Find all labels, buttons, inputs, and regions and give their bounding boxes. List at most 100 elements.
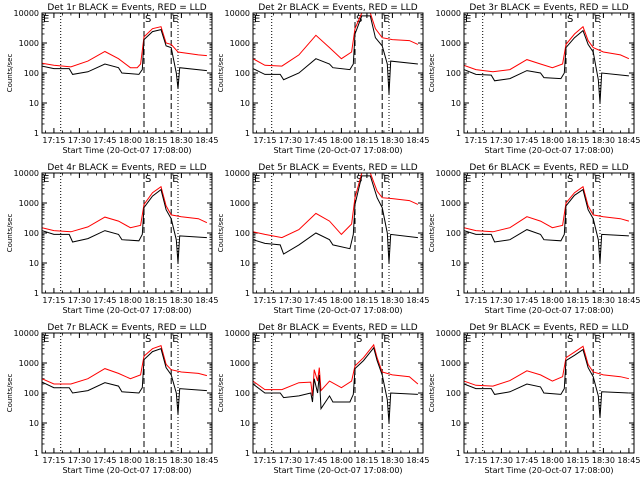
x-tick-label: 17:30	[68, 136, 91, 145]
series-line-red	[42, 185, 208, 233]
event-marker-label: E	[594, 334, 600, 345]
y-tick-label: 1000	[19, 39, 39, 48]
x-tick-label: 18:45	[617, 296, 640, 305]
x-tick-label: 17:15	[253, 456, 276, 465]
event-marker-label: E	[254, 334, 260, 345]
y-tick-label: 10000	[14, 9, 39, 18]
y-tick-label: 1	[245, 129, 250, 138]
x-tick-label: 17:45	[93, 296, 116, 305]
x-tick-label: 18:15	[144, 456, 167, 465]
detector-panel-9: Det 9r BLACK = Events, RED = LLD Counts/s…	[428, 323, 640, 475]
x-axis-label: Start Time (20-Oct-07 17:08:00)	[484, 466, 613, 475]
series-line-red	[464, 185, 630, 233]
detector-panel-7: Det 7r BLACK = Events, RED = LLD Counts/s…	[6, 323, 218, 475]
series-line-red	[253, 343, 419, 396]
x-tick-label: 17:15	[253, 296, 276, 305]
series-line-black	[42, 29, 207, 89]
detector-panel-5: Det 5r BLACK = Events, RED = LLD Counts/s…	[217, 163, 429, 315]
detector-panel-4: Det 4r BLACK = Events, RED = LLD Counts/s…	[6, 163, 218, 315]
x-tick-label: 18:30	[170, 136, 193, 145]
y-tick-label: 10	[451, 99, 461, 108]
event-marker-label: S	[356, 174, 362, 185]
x-tick-label: 17:30	[279, 296, 302, 305]
x-axis-label: Start Time (20-Oct-07 17:08:00)	[484, 146, 613, 155]
x-tick-label: 18:30	[592, 136, 615, 145]
x-tick-label: 17:30	[68, 296, 91, 305]
y-tick-label: 1	[245, 449, 250, 458]
x-tick-label: 18:15	[355, 456, 378, 465]
y-tick-label: 10000	[436, 169, 461, 178]
y-tick-label: 1000	[19, 359, 39, 368]
x-tick-label: 17:30	[68, 456, 91, 465]
x-axis-label: Start Time (20-Oct-07 17:08:00)	[62, 146, 191, 155]
series-line-black	[253, 346, 418, 424]
y-axis-label: Counts/sec	[6, 54, 14, 93]
y-tick-label: 100	[446, 229, 461, 238]
event-marker-label: E	[172, 334, 178, 345]
x-axis-label: Start Time (20-Oct-07 17:08:00)	[273, 466, 402, 475]
detector-panel-6: Det 6r BLACK = Events, RED = LLD Counts/s…	[428, 163, 640, 315]
y-tick-label: 1000	[19, 199, 39, 208]
y-tick-label: 10000	[225, 9, 250, 18]
event-marker-label: E	[172, 14, 178, 25]
x-tick-label: 18:15	[144, 296, 167, 305]
panel-title: Det 5r BLACK = Events, RED = LLD	[258, 163, 417, 173]
x-tick-label: 17:30	[279, 456, 302, 465]
y-tick-label: 1000	[441, 39, 461, 48]
y-tick-label: 10	[240, 99, 250, 108]
y-axis-label: Counts/sec	[217, 374, 225, 413]
x-tick-label: 18:30	[381, 296, 404, 305]
x-tick-label: 18:00	[330, 296, 353, 305]
panel-title: Det 4r BLACK = Events, RED = LLD	[47, 163, 206, 173]
detector-panel-3: Det 3r BLACK = Events, RED = LLD Counts/s…	[428, 3, 640, 155]
y-tick-label: 1	[34, 129, 39, 138]
event-marker-label: S	[567, 174, 573, 185]
y-tick-label: 100	[235, 389, 250, 398]
series-line-black	[464, 29, 629, 104]
plot-frame	[41, 332, 213, 454]
y-tick-label: 10	[29, 259, 39, 268]
x-tick-label: 17:15	[42, 296, 65, 305]
y-axis-label: Counts/sec	[217, 214, 225, 253]
x-tick-label: 17:30	[490, 296, 513, 305]
y-tick-label: 1000	[230, 359, 250, 368]
event-marker-label: E	[465, 334, 471, 345]
y-tick-label: 10000	[436, 9, 461, 18]
series-line-black	[42, 188, 207, 264]
event-marker-label: E	[594, 14, 600, 25]
panel-title: Det 9r BLACK = Events, RED = LLD	[469, 323, 628, 333]
series-line-black	[464, 188, 629, 264]
y-tick-label: 100	[24, 389, 39, 398]
y-tick-label: 10	[451, 259, 461, 268]
x-tick-label: 18:45	[617, 136, 640, 145]
x-tick-label: 17:30	[490, 136, 513, 145]
x-tick-label: 17:45	[515, 296, 538, 305]
y-tick-label: 1	[34, 449, 39, 458]
x-tick-label: 18:15	[566, 296, 589, 305]
plot-frame	[41, 12, 213, 134]
y-tick-label: 1	[456, 129, 461, 138]
y-tick-label: 1000	[230, 39, 250, 48]
x-axis-label: Start Time (20-Oct-07 17:08:00)	[273, 306, 402, 315]
series-line-red	[42, 26, 207, 69]
y-tick-label: 10	[29, 99, 39, 108]
x-axis-label: Start Time (20-Oct-07 17:08:00)	[62, 466, 191, 475]
x-tick-label: 18:15	[566, 456, 589, 465]
plot-frame	[41, 172, 213, 294]
detector-panel-8: Det 8r BLACK = Events, RED = LLD Counts/s…	[217, 323, 429, 475]
y-tick-label: 100	[446, 69, 461, 78]
panel-title: Det 3r BLACK = Events, RED = LLD	[469, 3, 628, 13]
x-tick-label: 18:00	[541, 136, 564, 145]
event-marker-label: E	[43, 174, 49, 185]
plot-frame	[252, 172, 424, 294]
detector-panel-2: Det 2r BLACK = Events, RED = LLD Counts/s…	[217, 3, 429, 155]
series-line-black	[253, 15, 418, 95]
plot-frame	[463, 332, 635, 454]
x-tick-label: 18:30	[381, 136, 404, 145]
event-marker-label: E	[43, 334, 49, 345]
detector-panel-1: Det 1r BLACK = Events, RED = LLD Counts/s…	[6, 3, 218, 155]
event-marker-label: E	[172, 174, 178, 185]
event-marker-label: S	[145, 14, 151, 25]
series-line-black	[464, 348, 629, 418]
